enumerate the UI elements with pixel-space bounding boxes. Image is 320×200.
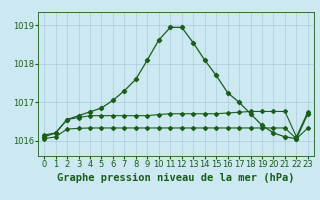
X-axis label: Graphe pression niveau de la mer (hPa): Graphe pression niveau de la mer (hPa) <box>57 173 295 183</box>
